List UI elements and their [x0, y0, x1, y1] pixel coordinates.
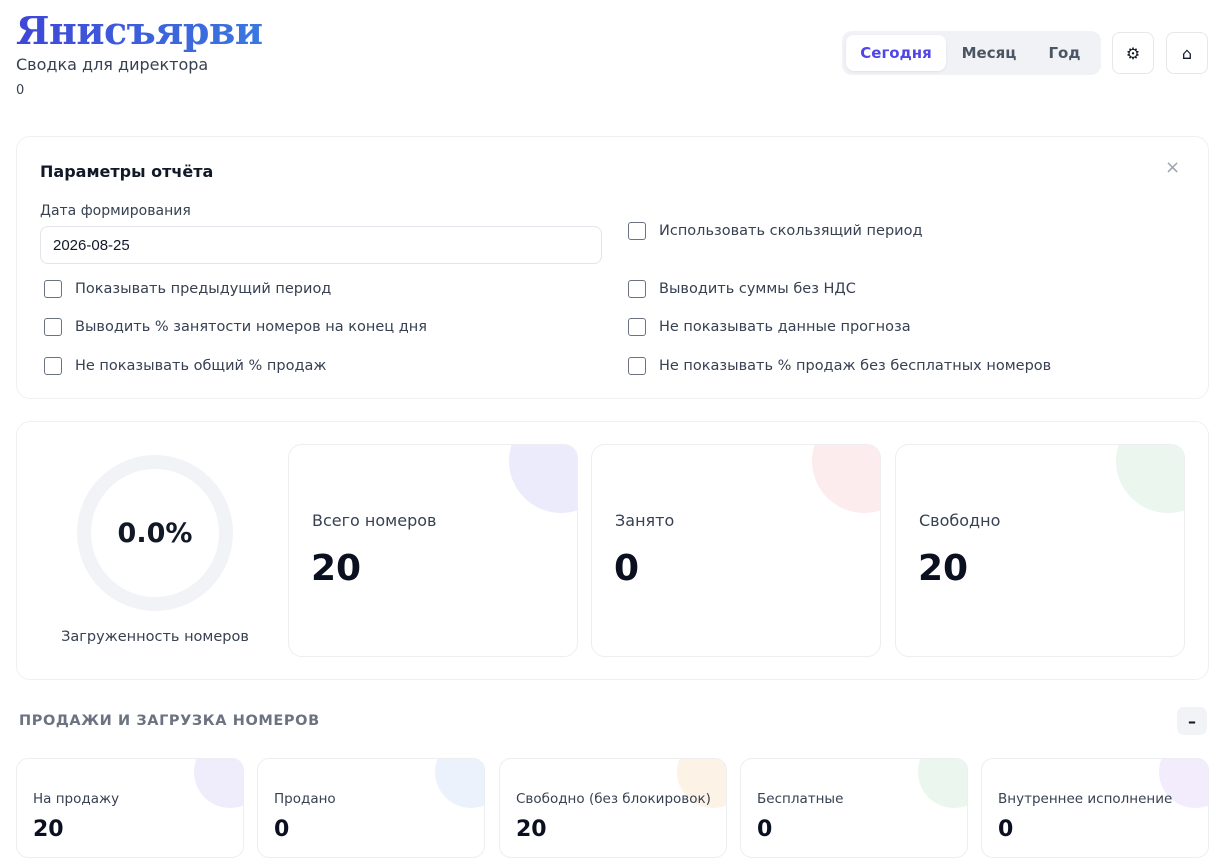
home-button[interactable]: ⌂: [1166, 32, 1208, 74]
show-previous-checkbox[interactable]: Показывать предыдущий период: [44, 280, 331, 298]
sales-card-value: 0: [998, 817, 1014, 842]
home-icon: ⌂: [1181, 43, 1193, 63]
kpi-label: Свободно: [919, 511, 1001, 530]
minus-icon: –: [1188, 711, 1196, 731]
close-icon[interactable]: ×: [1165, 157, 1181, 178]
header-counter: 0: [16, 83, 25, 98]
checkbox-box[interactable]: [628, 222, 646, 240]
section-title-sales: ПРОДАЖИ И ЗАГРУЗКА НОМЕРОВ: [19, 713, 320, 729]
checkbox-label: Использовать скользящий период: [659, 223, 923, 239]
rolling-period-checkbox[interactable]: Использовать скользящий период: [628, 222, 923, 240]
tab-year[interactable]: Год: [1048, 44, 1081, 62]
sales-card-label: Внутреннее исполнение: [998, 791, 1173, 807]
checkbox-box[interactable]: [44, 357, 62, 375]
occupancy-label: Загруженность номеров: [61, 629, 249, 645]
kpi-occupied: Занято 0: [591, 444, 881, 657]
report-params-panel: Параметры отчёта × Дата формирования Исп…: [16, 136, 1209, 399]
hide-total-sales-checkbox[interactable]: Не показывать общий % продаж: [44, 357, 326, 375]
tab-today[interactable]: Сегодня: [846, 35, 946, 71]
report-date-input[interactable]: [40, 226, 602, 264]
checkbox-label: Выводить суммы без НДС: [659, 281, 856, 297]
date-label: Дата формирования: [40, 203, 191, 219]
checkbox-box[interactable]: [628, 318, 646, 336]
decorative-circle: [812, 445, 880, 513]
checkbox-box[interactable]: [44, 318, 62, 336]
occupancy-end-of-day-checkbox[interactable]: Выводить % занятости номеров на конец дн…: [44, 318, 427, 336]
sums-without-vat-checkbox[interactable]: Выводить суммы без НДС: [628, 280, 856, 298]
sales-card-for-sale: На продажу 20: [16, 758, 244, 858]
decorative-circle: [509, 445, 577, 513]
decorative-circle: [918, 759, 967, 808]
decorative-circle: [194, 759, 243, 808]
sales-card-label: Свободно (без блокировок): [516, 791, 711, 807]
kpi-value: 20: [311, 548, 362, 589]
page-header: Янисъярви Сводка для директора 0: [16, 8, 263, 98]
brand-logo: Янисъярви: [16, 8, 263, 53]
sales-card-sold: Продано 0: [257, 758, 485, 858]
hide-forecast-checkbox[interactable]: Не показывать данные прогноза: [628, 318, 911, 336]
occupancy-gauge: 0.0%: [77, 455, 233, 611]
period-tabs: Сегодня Месяц Год: [842, 31, 1101, 75]
decorative-circle: [435, 759, 484, 808]
settings-button[interactable]: ⚙: [1112, 32, 1154, 74]
sales-card-value: 20: [516, 817, 547, 842]
kpi-total-rooms: Всего номеров 20: [288, 444, 578, 657]
sales-card-label: Продано: [274, 791, 336, 807]
sales-card-complimentary: Бесплатные 0: [740, 758, 968, 858]
params-title: Параметры отчёта: [40, 162, 214, 181]
checkbox-box[interactable]: [628, 357, 646, 375]
decorative-circle: [1116, 445, 1184, 513]
kpi-value: 0: [614, 548, 640, 589]
sales-card-label: Бесплатные: [757, 791, 844, 807]
sales-card-value: 0: [274, 817, 290, 842]
checkbox-box[interactable]: [628, 280, 646, 298]
checkbox-label: Не показывать данные прогноза: [659, 319, 911, 335]
collapse-button[interactable]: –: [1177, 707, 1207, 735]
checkbox-label: Не показывать общий % продаж: [75, 358, 327, 374]
hide-sales-without-free-checkbox[interactable]: Не показывать % продаж без бесплатных но…: [628, 357, 1051, 375]
kpi-value: 20: [918, 548, 969, 589]
gear-icon: ⚙: [1125, 43, 1141, 63]
sales-card-internal-use: Внутреннее исполнение 0: [981, 758, 1209, 858]
tab-month[interactable]: Месяц: [961, 44, 1017, 62]
page-subtitle: Сводка для директора: [16, 55, 209, 74]
checkbox-label: Выводить % занятости номеров на конец дн…: [75, 319, 427, 335]
sales-card-value: 0: [757, 817, 773, 842]
checkbox-box[interactable]: [44, 280, 62, 298]
kpi-free: Свободно 20: [895, 444, 1185, 657]
kpi-label: Всего номеров: [312, 511, 437, 530]
checkbox-label: Не показывать % продаж без бесплатных но…: [659, 358, 1052, 374]
sales-card-label: На продажу: [33, 791, 120, 807]
checkbox-label: Показывать предыдущий период: [75, 281, 332, 297]
kpi-label: Занято: [615, 511, 675, 530]
sales-card-value: 20: [33, 817, 64, 842]
sales-card-free-unblocked: Свободно (без блокировок) 20: [499, 758, 727, 858]
occupancy-percent: 0.0%: [117, 517, 193, 549]
